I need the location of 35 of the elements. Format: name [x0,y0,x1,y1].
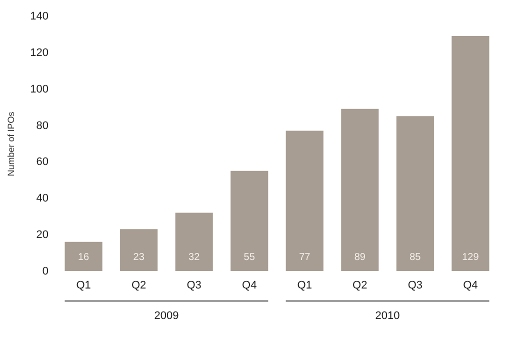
y-tick-label: 40 [36,192,48,205]
data-label: 129 [462,252,480,263]
text: 2009 [154,310,179,322]
x-tick-label: Q2 [131,280,146,292]
x-tick-label: Q1 [297,280,312,292]
bar [120,229,158,271]
bar [230,170,268,271]
x-tick-label: Q3 [186,280,202,292]
y-tick-label: 100 [30,83,48,96]
y-tick-label: 60 [36,156,48,168]
bar [286,130,324,271]
bar [64,242,102,271]
data-label: 77 [299,252,311,263]
data-label: 89 [354,252,366,263]
data-label: 55 [244,252,256,263]
data-label: 32 [188,252,200,263]
data-label: 23 [133,252,145,263]
y-tick-label: 80 [36,120,48,132]
x-tick-label: Q4 [463,280,478,292]
x-tick-label: Q1 [76,280,91,292]
x-tick-label: Q2 [352,280,368,292]
bar [452,36,490,271]
data-label: 85 [410,252,422,263]
x-tick-label: Q4 [242,280,257,292]
bar [396,116,434,271]
data-label: 16 [78,252,90,263]
y-tick-label: 20 [36,229,48,242]
y-tick-label: 140 [30,10,48,22]
bar [175,212,213,271]
x-tick-label: Q3 [408,280,423,292]
bar [341,108,379,271]
y-axis-title: Number of IPOs [6,111,16,176]
y-tick-label: 120 [30,46,48,59]
y-tick-label: 0 [42,266,48,278]
text: 2010 [375,310,400,322]
